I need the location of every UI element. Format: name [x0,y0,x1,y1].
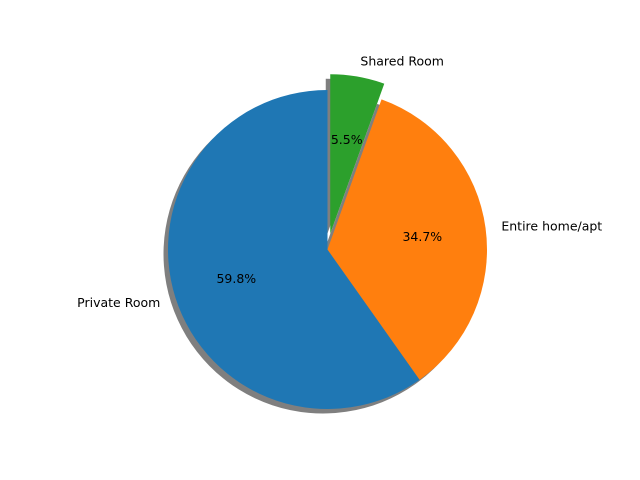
slice-entire-home-apt [327,99,488,380]
percent-label-private-room: 59.8% [216,271,256,286]
slice-label-shared-room: Shared Room [360,53,444,68]
slice-shared-room [330,74,385,234]
slice-label-private-room: Private Room [77,295,160,310]
slice-labels: Private Room 59.8% Entire home/apt 34.7% Sha… [77,53,602,310]
slice-private-room [168,90,420,410]
slice-label-entire-home-apt: Entire home/apt [501,218,602,233]
percent-label-entire-home-apt: 34.7% [402,229,442,244]
percent-label-shared-room: 5.5% [331,132,363,147]
slices [168,74,488,410]
